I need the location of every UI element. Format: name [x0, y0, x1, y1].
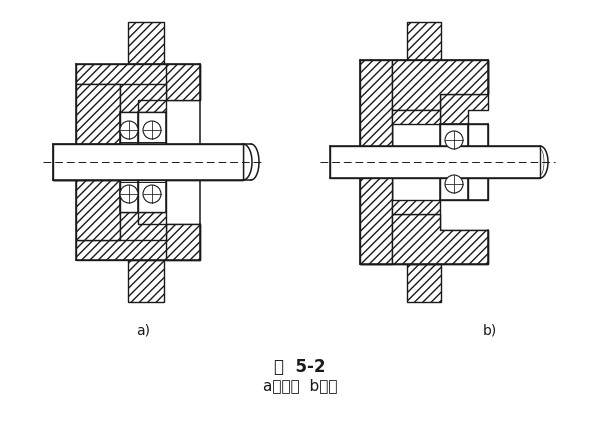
- Bar: [138, 112, 166, 212]
- Polygon shape: [392, 200, 440, 214]
- Text: 图  5-2: 图 5-2: [274, 358, 326, 376]
- Polygon shape: [120, 84, 166, 112]
- Polygon shape: [392, 214, 488, 264]
- Bar: [166, 144, 243, 180]
- Bar: [440, 124, 468, 200]
- Polygon shape: [392, 110, 440, 124]
- Bar: [128, 260, 164, 302]
- Circle shape: [120, 185, 138, 203]
- Bar: [53, 144, 243, 180]
- Bar: [166, 224, 200, 260]
- Circle shape: [120, 121, 138, 139]
- Bar: [330, 146, 540, 178]
- Polygon shape: [392, 60, 488, 110]
- Bar: [53, 144, 120, 180]
- Polygon shape: [120, 212, 166, 240]
- Bar: [76, 84, 120, 240]
- Polygon shape: [392, 60, 488, 124]
- Bar: [53, 144, 120, 180]
- Polygon shape: [76, 64, 200, 112]
- Bar: [407, 264, 441, 302]
- Bar: [360, 60, 392, 264]
- Polygon shape: [392, 214, 488, 264]
- Text: a): a): [136, 324, 150, 338]
- Text: b): b): [483, 324, 497, 338]
- Polygon shape: [392, 60, 488, 110]
- Bar: [166, 64, 200, 100]
- Circle shape: [445, 131, 463, 149]
- Bar: [128, 22, 164, 64]
- Circle shape: [143, 185, 161, 203]
- Bar: [120, 112, 138, 212]
- Bar: [360, 60, 392, 264]
- Circle shape: [143, 121, 161, 139]
- Bar: [360, 60, 392, 264]
- Text: a）不好  b）好: a）不好 b）好: [263, 378, 337, 393]
- Circle shape: [445, 175, 463, 193]
- Polygon shape: [76, 212, 200, 260]
- Bar: [407, 22, 441, 60]
- Bar: [468, 124, 488, 200]
